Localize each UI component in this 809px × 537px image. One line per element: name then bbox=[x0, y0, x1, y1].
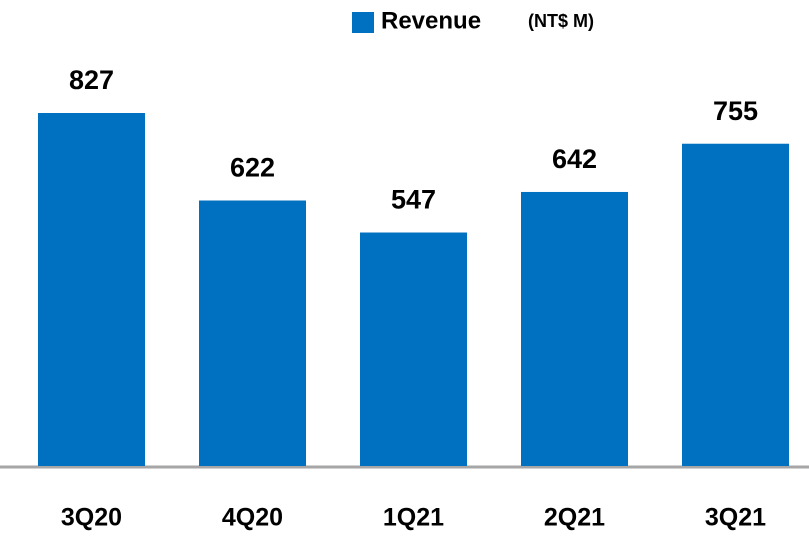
unit-label: (NT$ M) bbox=[528, 11, 594, 31]
bar bbox=[199, 200, 306, 466]
bar bbox=[521, 191, 628, 467]
value-label: 547 bbox=[391, 185, 436, 215]
x-tick-label: 1Q21 bbox=[383, 504, 444, 532]
bar bbox=[38, 113, 145, 466]
x-tick-label: 4Q20 bbox=[222, 504, 283, 532]
value-label: 642 bbox=[552, 144, 597, 174]
x-tick-label: 3Q21 bbox=[705, 504, 766, 532]
legend-swatch bbox=[352, 12, 374, 33]
value-label: 755 bbox=[713, 96, 758, 126]
x-tick-label: 3Q20 bbox=[61, 504, 122, 532]
x-tick-label: 2Q21 bbox=[544, 504, 605, 532]
legend-label: Revenue bbox=[381, 7, 481, 34]
bar bbox=[360, 232, 467, 466]
value-label: 622 bbox=[230, 153, 275, 183]
bar bbox=[682, 143, 789, 466]
value-label: 827 bbox=[69, 65, 114, 95]
